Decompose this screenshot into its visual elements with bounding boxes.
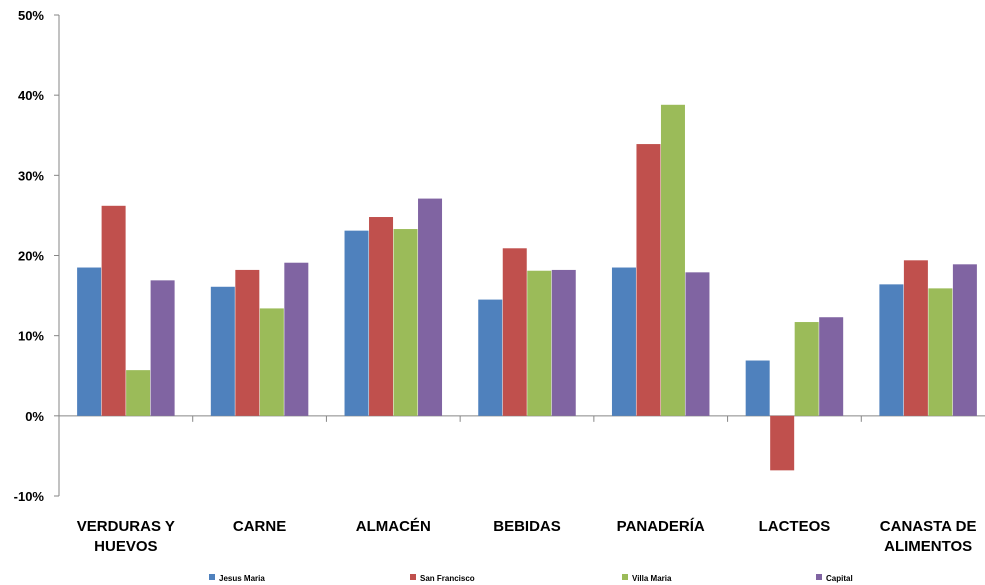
bar-jesus-maria — [210, 286, 235, 416]
y-tick-label: 30% — [18, 168, 44, 183]
legend-swatch — [816, 574, 822, 580]
y-tick-label: 0% — [25, 409, 44, 424]
bar-jesus-maria — [879, 284, 904, 416]
x-category-label: ALMACÉN — [356, 518, 431, 535]
y-tick-label: 10% — [18, 329, 44, 344]
bar-jesus-maria — [478, 299, 503, 416]
x-category-label: CARNE — [233, 518, 286, 535]
bar-capital — [685, 272, 710, 416]
bar-villa-maria — [928, 288, 953, 416]
legend-swatch — [209, 574, 215, 580]
x-axis-category-labels: VERDURAS Y HUEVOS CARNE ALMACÉN BEBIDAS PANAD… — [77, 518, 977, 555]
x-category-label: VERDURAS Y HUEVOS — [77, 518, 175, 555]
chart-bars — [77, 104, 977, 471]
bar-capital — [551, 269, 576, 416]
legend-item: Capital — [816, 574, 853, 583]
bar-san-francisco — [502, 248, 527, 416]
bar-san-francisco — [636, 144, 661, 416]
x-category-label: LACTEOS — [759, 518, 831, 535]
x-category-label: BEBIDAS — [493, 518, 561, 535]
bar-san-francisco — [770, 415, 795, 471]
legend-label: Villa Maria — [632, 574, 672, 583]
bar-capital — [952, 264, 977, 416]
bar-villa-maria — [393, 229, 418, 416]
y-tick-label: 50% — [18, 8, 44, 23]
bar-san-francisco — [235, 269, 260, 416]
bar-san-francisco — [101, 205, 126, 416]
bar-jesus-maria — [611, 267, 636, 416]
bar-capital — [819, 317, 844, 416]
y-tick-label: -10% — [14, 489, 45, 504]
bar-villa-maria — [126, 370, 151, 416]
y-tick-label: 20% — [18, 249, 44, 264]
bar-capital — [418, 198, 443, 416]
bar-jesus-maria — [77, 267, 102, 416]
legend-label: Capital — [826, 574, 853, 583]
legend-item: Jesus Maria — [209, 574, 265, 583]
y-axis-tick-labels: 50% 40% 30% 20% 10% 0% -10% — [14, 8, 45, 504]
bar-san-francisco — [903, 260, 928, 416]
legend-swatch — [622, 574, 628, 580]
legend-swatch — [410, 574, 416, 580]
bar-villa-maria — [794, 322, 819, 416]
bar-capital — [150, 280, 175, 416]
x-category-label: CANASTA DE ALIMENTOS — [880, 518, 977, 555]
bar-capital — [284, 262, 309, 416]
bar-jesus-maria — [745, 360, 770, 416]
bar-villa-maria — [527, 270, 552, 416]
chart-legend: Jesus Maria San Francisco Villa Maria Capit… — [209, 574, 853, 583]
bar-jesus-maria — [344, 230, 369, 416]
x-category-label: PANADERÍA — [617, 518, 705, 535]
legend-label: Jesus Maria — [219, 574, 265, 583]
bar-villa-maria — [259, 308, 284, 416]
y-tick-label: 40% — [18, 88, 44, 103]
legend-label: San Francisco — [420, 574, 475, 583]
bar-san-francisco — [369, 217, 394, 416]
legend-item: San Francisco — [410, 574, 475, 583]
bar-villa-maria — [660, 104, 685, 416]
legend-item: Villa Maria — [622, 574, 672, 583]
